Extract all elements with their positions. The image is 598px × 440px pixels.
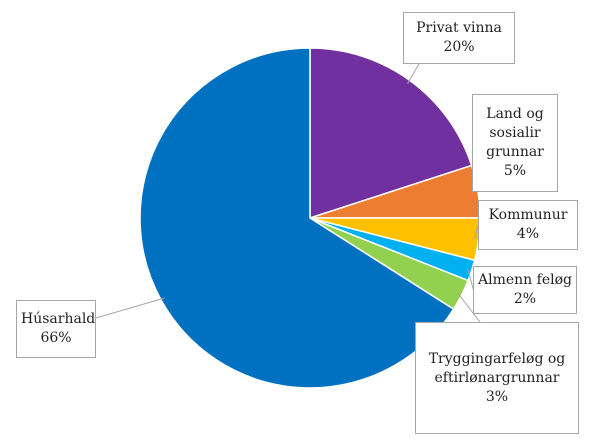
value-label: 4% [516, 226, 540, 242]
leader-line [474, 225, 479, 239]
data-label: Privat vinna 20% [403, 12, 515, 64]
pie-slice [139, 47, 455, 389]
data-label: Almenn feløg 2% [473, 266, 577, 314]
value-label: 3% [485, 388, 509, 405]
value-label: 20% [443, 39, 475, 55]
category-label: Tryggingarfeløg og eftirlønargrunnar [428, 350, 566, 386]
leader-line [467, 269, 475, 293]
data-label: Tryggingarfeløg og eftirlønargrunnar 3% [415, 322, 579, 434]
category-label: Almenn feløg [478, 272, 572, 288]
leader-line [95, 297, 165, 319]
category-label: Kommunur [488, 207, 568, 223]
value-label: 5% [503, 163, 527, 179]
data-label: Húsarhald 66% [16, 300, 96, 358]
leader-line [407, 61, 421, 84]
category-label: Privat vinna [416, 20, 502, 36]
data-label: Kommunur 4% [478, 200, 578, 250]
leader-line [457, 293, 481, 323]
category-label: Land og sosialir grunnar [486, 106, 544, 160]
value-label: 2% [513, 291, 537, 307]
value-label: 66% [40, 330, 72, 346]
data-label: Land og sosialir grunnar 5% [472, 94, 558, 192]
category-label: Húsarhald [21, 311, 96, 327]
